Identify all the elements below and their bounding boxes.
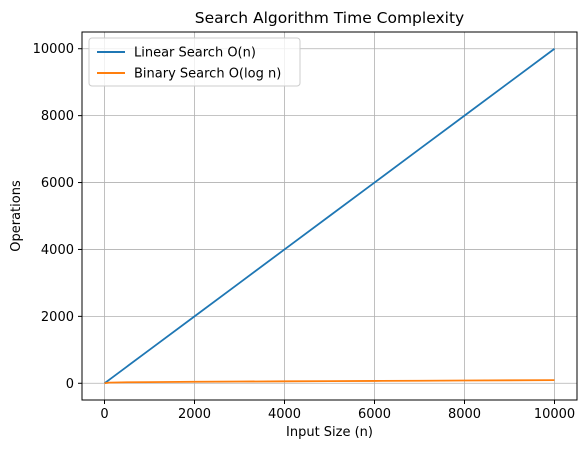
y-tick-label: 8000 xyxy=(41,109,74,124)
y-tick-label: 6000 xyxy=(41,176,74,191)
series-lines xyxy=(104,48,556,385)
series-line-1 xyxy=(104,48,556,384)
legend-label: Linear Search O(n) xyxy=(134,46,256,61)
legend: Linear Search O(n) Binary Search O(log n) xyxy=(88,37,301,87)
axis-ticks: 0 2000 4000 6000 8000 10000 0 2000 4000 6000 8000 1… xyxy=(33,42,576,422)
x-tick-label: 6000 xyxy=(358,407,391,422)
plot-frame xyxy=(81,31,578,401)
series-line-2 xyxy=(104,379,555,385)
x-tick-label: 8000 xyxy=(448,407,481,422)
x-axis-label: Input Size (n) xyxy=(286,425,373,440)
y-tick-label: 0 xyxy=(66,377,74,392)
y-tick-label: 2000 xyxy=(41,310,74,325)
grid xyxy=(82,32,577,400)
x-tick-label: 4000 xyxy=(268,407,301,422)
legend-box xyxy=(88,37,301,87)
legend-label: Binary Search O(log n) xyxy=(134,67,281,82)
x-tick-label: 10000 xyxy=(534,407,575,422)
y-tick-label: 10000 xyxy=(33,42,74,57)
x-tick-label: 0 xyxy=(100,407,108,422)
y-tick-label: 4000 xyxy=(41,243,74,258)
chart-title: Search Algorithm Time Complexity xyxy=(195,9,464,27)
x-tick-label: 2000 xyxy=(178,407,211,422)
y-axis-label: Operations xyxy=(9,180,24,252)
legend-items: Linear Search O(n) Binary Search O(log n) xyxy=(97,46,281,82)
